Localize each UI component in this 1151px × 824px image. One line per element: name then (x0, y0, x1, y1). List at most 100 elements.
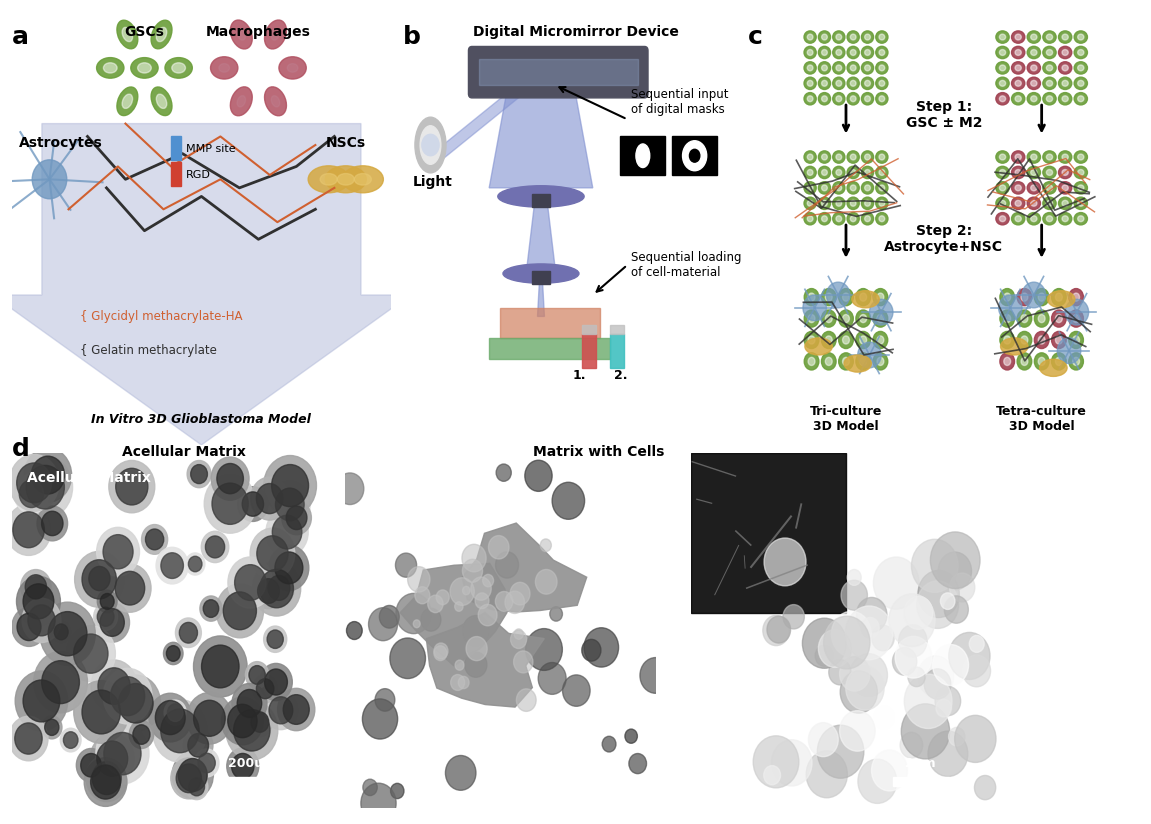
Ellipse shape (807, 216, 813, 222)
Ellipse shape (1012, 46, 1024, 59)
Ellipse shape (1021, 336, 1028, 344)
Polygon shape (527, 207, 555, 265)
Ellipse shape (861, 62, 874, 74)
Ellipse shape (1017, 310, 1031, 327)
Ellipse shape (864, 200, 870, 206)
Ellipse shape (211, 57, 238, 79)
Circle shape (282, 501, 312, 535)
Circle shape (1058, 338, 1081, 363)
Polygon shape (401, 564, 506, 666)
Ellipse shape (1052, 331, 1066, 349)
Ellipse shape (1027, 62, 1041, 74)
Ellipse shape (1027, 151, 1041, 163)
Ellipse shape (861, 77, 874, 90)
Ellipse shape (836, 34, 841, 40)
Circle shape (41, 661, 79, 704)
Ellipse shape (877, 293, 884, 302)
Ellipse shape (1077, 34, 1084, 40)
Ellipse shape (1059, 213, 1072, 225)
Ellipse shape (843, 315, 849, 323)
Circle shape (201, 645, 239, 688)
Circle shape (265, 669, 288, 695)
Circle shape (874, 557, 918, 609)
Ellipse shape (151, 87, 171, 115)
Circle shape (895, 636, 932, 678)
Circle shape (12, 607, 46, 647)
Ellipse shape (122, 94, 132, 109)
Circle shape (806, 751, 847, 798)
Circle shape (478, 604, 497, 625)
Bar (479, 59, 638, 85)
Ellipse shape (1046, 185, 1053, 191)
Text: GSCs: GSCs (124, 25, 165, 39)
Ellipse shape (847, 92, 860, 105)
Ellipse shape (836, 200, 841, 206)
Circle shape (753, 736, 799, 788)
Circle shape (602, 737, 616, 752)
Circle shape (41, 511, 63, 536)
Ellipse shape (879, 200, 885, 206)
Circle shape (97, 527, 139, 576)
Ellipse shape (1059, 77, 1072, 90)
Circle shape (268, 575, 290, 601)
Ellipse shape (171, 63, 185, 73)
Ellipse shape (131, 58, 158, 78)
Ellipse shape (847, 197, 860, 209)
Circle shape (930, 532, 980, 588)
Text: Acellular Matrix: Acellular Matrix (28, 471, 151, 485)
Circle shape (186, 692, 233, 744)
Circle shape (91, 660, 137, 712)
Circle shape (237, 487, 268, 522)
Ellipse shape (1074, 213, 1088, 225)
Ellipse shape (876, 92, 887, 105)
Ellipse shape (861, 197, 874, 209)
Ellipse shape (832, 182, 845, 194)
Ellipse shape (1046, 200, 1053, 206)
Bar (582, 334, 596, 368)
Ellipse shape (1015, 216, 1021, 222)
Ellipse shape (836, 185, 841, 191)
Circle shape (899, 625, 927, 657)
Ellipse shape (1062, 96, 1068, 101)
Circle shape (466, 637, 487, 661)
Circle shape (48, 611, 87, 656)
Ellipse shape (996, 213, 1009, 225)
Circle shape (683, 141, 707, 171)
Circle shape (455, 602, 463, 611)
Circle shape (93, 603, 117, 630)
Circle shape (223, 592, 257, 630)
Ellipse shape (876, 166, 887, 179)
Circle shape (45, 719, 59, 736)
Ellipse shape (265, 87, 287, 115)
Ellipse shape (864, 34, 870, 40)
Text: Step 2:
Astrocyte+NSC: Step 2: Astrocyte+NSC (884, 224, 1004, 255)
Ellipse shape (1015, 96, 1021, 101)
Ellipse shape (1077, 170, 1084, 176)
Circle shape (15, 671, 68, 731)
Circle shape (84, 561, 115, 596)
Ellipse shape (237, 29, 245, 40)
Ellipse shape (832, 166, 845, 179)
Ellipse shape (1038, 315, 1045, 323)
Ellipse shape (825, 336, 832, 344)
Ellipse shape (355, 174, 372, 185)
Ellipse shape (996, 30, 1009, 43)
Ellipse shape (879, 216, 885, 222)
Ellipse shape (1035, 331, 1049, 349)
Text: b: b (403, 25, 421, 49)
Circle shape (193, 636, 247, 697)
Circle shape (267, 630, 283, 648)
Ellipse shape (1073, 293, 1080, 302)
Circle shape (525, 461, 552, 491)
Ellipse shape (1038, 293, 1045, 302)
Ellipse shape (279, 57, 306, 79)
Circle shape (539, 662, 566, 695)
Ellipse shape (1077, 185, 1084, 191)
Circle shape (253, 574, 284, 609)
Ellipse shape (832, 77, 845, 90)
Ellipse shape (808, 358, 815, 366)
Circle shape (496, 552, 519, 578)
Circle shape (13, 512, 45, 548)
Bar (672, 137, 717, 175)
Circle shape (815, 645, 833, 667)
